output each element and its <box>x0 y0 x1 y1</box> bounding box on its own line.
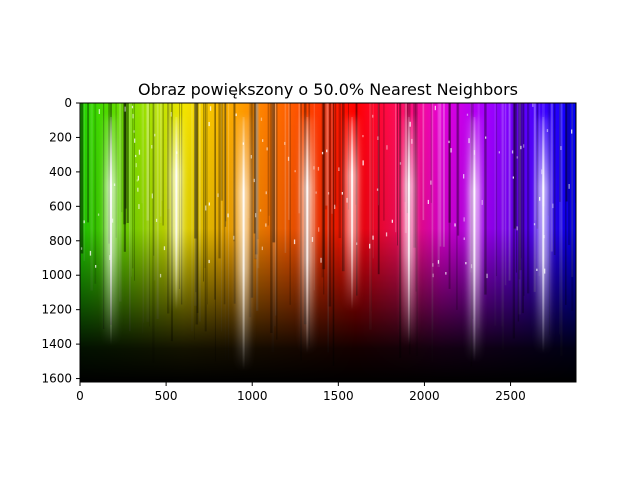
axes-frame <box>79 102 577 383</box>
image-bright-streak <box>468 117 481 362</box>
y-tick-label: 600 <box>49 199 72 213</box>
image-bright-streak <box>105 117 117 345</box>
x-tick-label: 1500 <box>323 389 354 403</box>
y-tick-label: 1200 <box>41 303 72 317</box>
y-tick-label: 1400 <box>41 337 72 351</box>
y-tick-label: 1000 <box>41 268 72 282</box>
y-tick-label: 200 <box>49 130 72 144</box>
y-tick-label: 0 <box>64 96 72 110</box>
image-bright-streak <box>301 117 314 353</box>
x-tick-label: 1000 <box>237 389 268 403</box>
image-bright-streak <box>402 117 415 345</box>
image-sparkles <box>80 103 573 279</box>
y-axis: 0 200 400 600 800 1000 1200 1400 1600 <box>41 96 80 386</box>
y-tick-label: 800 <box>49 234 72 248</box>
x-tick-label: 500 <box>155 389 178 403</box>
image-bright-streak <box>346 117 359 310</box>
y-tick-label: 400 <box>49 165 72 179</box>
y-tick-label: 1600 <box>41 372 72 386</box>
x-axis: 0 500 1000 1500 2000 2500 <box>76 382 526 403</box>
x-tick-label: 2000 <box>409 389 440 403</box>
chart-title: Obraz powiększony o 50.0% Nearest Neighb… <box>138 80 518 99</box>
x-tick-label: 2500 <box>495 389 526 403</box>
image-dark-fade <box>80 103 576 382</box>
image-bright-streak <box>537 117 550 353</box>
plot-area <box>80 103 576 382</box>
image-bright-streak <box>170 117 183 310</box>
x-tick-label: 0 <box>76 389 84 403</box>
image-bright-streak <box>237 117 250 370</box>
